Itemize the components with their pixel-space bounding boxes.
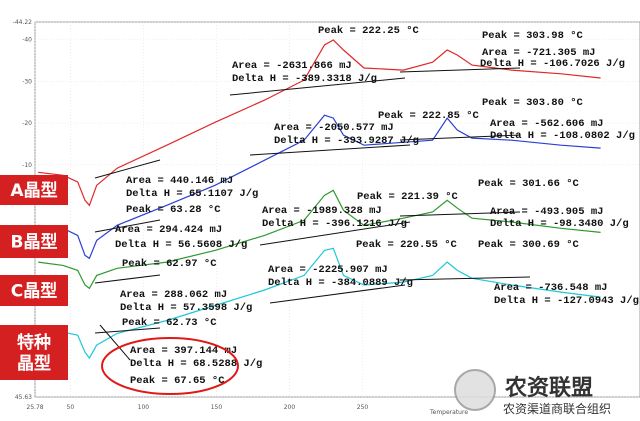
sample-label-box <box>0 275 68 306</box>
baseline <box>399 276 531 281</box>
baseline <box>269 284 406 304</box>
annotation: Peak = 62.73 °C <box>122 317 217 329</box>
annotation: Peak = 62.97 °C <box>122 258 217 270</box>
baseline <box>399 67 521 73</box>
baseline <box>94 219 161 233</box>
annotation: Delta H = -396.1216 J/g <box>262 218 407 230</box>
series-line <box>38 114 601 260</box>
baseline <box>249 144 411 156</box>
sample-label: A晶型 <box>10 180 57 201</box>
annotation: Delta H = 57.3598 J/g <box>120 302 252 314</box>
x-tick-label: 150 <box>211 404 223 411</box>
annotation: Delta H = -393.9287 J/g <box>274 135 419 147</box>
annotation: Area = -736.548 mJ <box>494 282 607 294</box>
x-tick-label: 100 <box>138 404 150 411</box>
annotation: Area = 397.144 mJ <box>130 345 237 357</box>
y-tick-label: -10 <box>22 162 32 169</box>
annotation: Area = -562.606 mJ <box>490 118 603 130</box>
baseline <box>94 274 161 284</box>
baseline <box>399 134 521 141</box>
x-tick-label: 25.78 <box>26 404 43 411</box>
annotation: Peak = 67.65 °C <box>130 375 225 387</box>
sample-label: B晶型 <box>11 232 58 253</box>
y-tick-label: 45.63 <box>15 394 32 401</box>
annotation: Delta H = 68.5288 J/g <box>130 358 262 370</box>
y-tick-label: -30 <box>22 78 32 85</box>
annotation: Delta H = 65.1107 J/g <box>126 188 258 200</box>
plot-frame <box>34 21 640 398</box>
sample-label-box <box>0 225 68 258</box>
sample-label: 晶型 <box>17 353 51 374</box>
annotation: Area = 294.424 mJ <box>115 224 222 236</box>
annotation: Area = -2050.577 mJ <box>274 122 394 134</box>
baseline <box>259 221 411 246</box>
annotation: Area = 288.062 mJ <box>120 289 227 301</box>
annotation: Peak = 222.25 °C <box>318 25 420 37</box>
sample-label: 特种 <box>17 332 51 353</box>
series-line <box>38 189 601 290</box>
series-line <box>38 247 601 360</box>
highlight-circle <box>101 337 239 395</box>
baseline <box>94 159 161 179</box>
x-axis-label: Temperature <box>429 409 468 416</box>
annotation: Peak = 303.80 °C <box>482 97 584 109</box>
baseline <box>399 211 521 217</box>
annotation: Peak = 220.55 °C <box>356 239 458 251</box>
x-tick-label: 50 <box>67 404 75 411</box>
watermark-logo <box>454 369 496 411</box>
baseline <box>99 324 131 361</box>
x-tick-label: 200 <box>284 404 296 411</box>
annotation: Peak = 63.28 °C <box>126 204 221 216</box>
annotation: Area = 440.146 mJ <box>126 175 233 187</box>
annotation: Area = -493.905 mJ <box>490 206 603 218</box>
annotation: Delta H = -106.7026 J/g <box>480 58 625 70</box>
y-tick-label: -40 <box>22 37 32 44</box>
annotation: Delta H = -389.3318 J/g <box>232 73 377 85</box>
sample-label: C晶型 <box>11 281 57 302</box>
watermark-subtitle: 农资渠道商联合组织 <box>503 401 611 416</box>
annotation: Peak = 300.69 °C <box>478 239 580 251</box>
annotation: Delta H = -98.3480 J/g <box>490 218 629 230</box>
annotation: Area = -1989.328 mJ <box>262 205 382 217</box>
annotation: Delta H = -384.0889 J/g <box>268 277 413 289</box>
annotation: Delta H = 56.5608 J/g <box>115 239 247 251</box>
watermark-title: 农资联盟 <box>504 375 593 401</box>
annotation: Peak = 222.85 °C <box>378 110 480 122</box>
annotation: Peak = 303.98 °C <box>482 30 584 42</box>
annotation: Area = -2631.866 mJ <box>232 60 352 72</box>
sample-label-box <box>0 325 68 380</box>
annotation: Delta H = -127.0943 J/g <box>494 295 639 307</box>
annotation: Delta H = -108.0802 J/g <box>490 130 635 142</box>
x-tick-label: 250 <box>357 404 369 411</box>
series-line <box>38 39 601 207</box>
sample-label-box <box>0 175 68 205</box>
annotation: Peak = 221.39 °C <box>357 191 459 203</box>
annotation: Area = -721.305 mJ <box>482 47 595 59</box>
annotation: Peak = 301.66 °C <box>478 178 580 190</box>
annotation: Area = -2225.907 mJ <box>268 264 388 276</box>
baseline <box>229 77 406 96</box>
y-tick-label: -20 <box>22 120 32 127</box>
y-tick-label: -44.22 <box>13 19 33 26</box>
